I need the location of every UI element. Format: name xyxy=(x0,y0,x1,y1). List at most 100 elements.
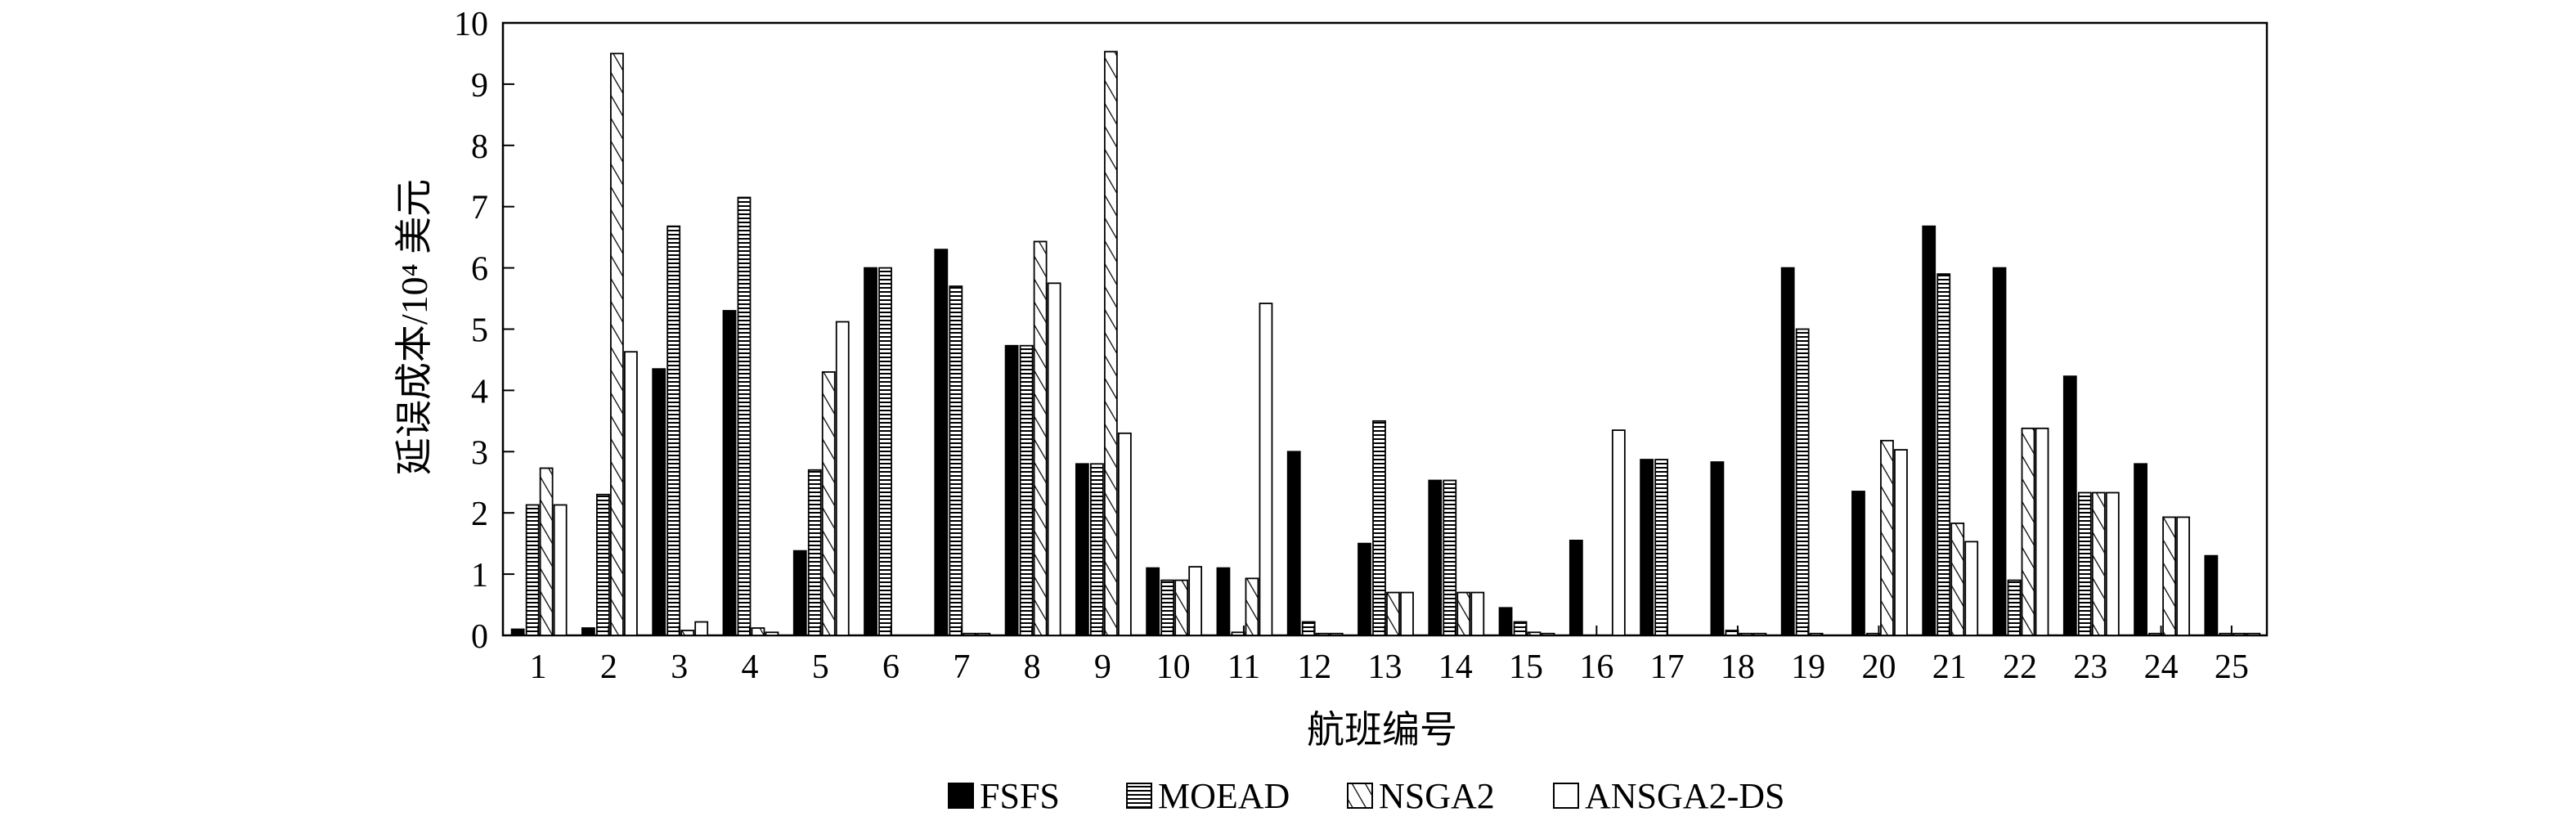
y-tick-label: 5 xyxy=(471,312,488,350)
bar-fsfs-20 xyxy=(1851,491,1865,636)
x-tick-label: 1 xyxy=(530,648,547,686)
y-tick-label: 1 xyxy=(471,557,488,594)
bar-nsga2-4 xyxy=(751,627,765,636)
bar-moead-25 xyxy=(2219,632,2233,636)
bar-ansga2-ds-11 xyxy=(1259,303,1273,636)
y-tick-label: 7 xyxy=(471,190,488,227)
bar-ansga2-ds-15 xyxy=(1541,632,1555,636)
x-tick-label: 5 xyxy=(812,648,829,686)
bar-fsfs-7 xyxy=(934,249,949,636)
bar-ansga2-ds-22 xyxy=(2035,427,2049,636)
bar-moead-11 xyxy=(1231,631,1245,636)
bar-ansga2-ds-14 xyxy=(1470,591,1485,636)
legend-label-nsga2: NSGA2 xyxy=(1379,776,1495,816)
bar-fsfs-12 xyxy=(1286,451,1301,636)
x-tick-label: 12 xyxy=(1297,648,1331,686)
bar-moead-1 xyxy=(525,504,540,636)
x-tick-label: 21 xyxy=(1932,648,1967,686)
x-tick-label: 20 xyxy=(1861,648,1896,686)
x-tick-label: 2 xyxy=(600,648,617,686)
bar-ansga2-ds-5 xyxy=(835,321,850,636)
x-tick-label: 8 xyxy=(1024,648,1041,686)
bar-moead-22 xyxy=(2007,579,2022,636)
bar-ansga2-ds-1 xyxy=(553,504,568,636)
bar-moead-23 xyxy=(2077,491,2092,636)
x-tick-label: 10 xyxy=(1156,648,1191,686)
bar-fsfs-16 xyxy=(1568,540,1583,636)
bar-moead-12 xyxy=(1301,621,1316,636)
y-tick-label: 6 xyxy=(471,251,488,289)
bar-ansga2-ds-9 xyxy=(1117,432,1132,636)
bar-ansga2-ds-25 xyxy=(2246,632,2261,636)
bar-fsfs-3 xyxy=(652,368,666,636)
bar-nsga2-15 xyxy=(1527,631,1542,636)
bar-ansga2-ds-18 xyxy=(1752,632,1767,636)
bar-nsga2-7 xyxy=(963,632,977,636)
x-tick-label: 16 xyxy=(1579,648,1613,686)
x-tick-label: 3 xyxy=(671,648,688,686)
bar-moead-10 xyxy=(1160,579,1175,636)
bar-nsga2-23 xyxy=(2091,491,2106,636)
bar-ansga2-ds-16 xyxy=(1611,429,1626,636)
bar-fsfs-13 xyxy=(1358,542,1371,636)
bars-group xyxy=(510,51,2261,636)
x-tick-label: 4 xyxy=(741,648,758,686)
bar-nsga2-25 xyxy=(2233,632,2247,636)
y-tick-label: 3 xyxy=(471,434,488,472)
bar-moead-9 xyxy=(1089,463,1104,636)
x-tick-label: 25 xyxy=(2215,648,2249,686)
legend-label-ansga2-ds: ANSGA2-DS xyxy=(1585,776,1784,816)
bar-fsfs-1 xyxy=(510,628,525,636)
bar-nsga2-18 xyxy=(1739,632,1753,636)
bar-nsga2-3 xyxy=(680,630,695,636)
bar-fsfs-4 xyxy=(722,310,737,636)
bar-moead-13 xyxy=(1372,420,1386,636)
bar-fsfs-17 xyxy=(1640,459,1654,636)
bar-moead-5 xyxy=(807,469,822,636)
y-tick-label: 10 xyxy=(454,6,488,43)
bar-nsga2-19 xyxy=(1809,632,1824,636)
bar-moead-8 xyxy=(1019,344,1034,636)
x-tick-label: 7 xyxy=(953,648,970,686)
bar-nsga2-8 xyxy=(1033,240,1048,636)
legend-label-moead: MOEAD xyxy=(1158,776,1290,816)
y-tick-label: 2 xyxy=(471,496,488,533)
bar-nsga2-11 xyxy=(1245,577,1259,636)
bar-fsfs-15 xyxy=(1498,607,1513,636)
bar-moead-2 xyxy=(596,493,610,636)
x-tick-label: 15 xyxy=(1509,648,1543,686)
bar-fsfs-18 xyxy=(1710,461,1725,636)
bar-moead-21 xyxy=(1936,273,1951,636)
x-tick-label: 6 xyxy=(882,648,900,686)
x-tick-label: 23 xyxy=(2073,648,2107,686)
x-tick-label: 22 xyxy=(2003,648,2037,686)
bar-fsfs-22 xyxy=(1992,267,2007,636)
bar-ansga2-ds-7 xyxy=(976,632,991,636)
bar-ansga2-ds-3 xyxy=(694,621,709,636)
legend-swatch-moead xyxy=(1126,783,1152,809)
bar-fsfs-6 xyxy=(864,267,877,636)
bar-nsga2-1 xyxy=(539,467,554,636)
bar-nsga2-21 xyxy=(1950,523,1965,636)
y-tick-label: 9 xyxy=(471,67,488,105)
bar-moead-7 xyxy=(949,285,963,636)
bar-moead-3 xyxy=(666,225,681,636)
bar-nsga2-22 xyxy=(2021,427,2035,636)
x-tick-label: 14 xyxy=(1438,648,1473,686)
bar-moead-24 xyxy=(2148,632,2162,636)
legend: FSFS MOEAD NSGA2 ANSGA2-DS xyxy=(948,776,1784,816)
x-tick-label: 17 xyxy=(1650,648,1685,686)
bar-fsfs-14 xyxy=(1428,479,1443,636)
bar-fsfs-5 xyxy=(792,550,807,636)
x-axis-title: 航班编号 xyxy=(1307,709,1457,751)
bar-nsga2-20 xyxy=(1880,439,1894,636)
bar-moead-14 xyxy=(1443,479,1457,636)
bar-ansga2-ds-10 xyxy=(1188,566,1203,636)
bar-nsga2-12 xyxy=(1315,632,1330,636)
bar-fsfs-2 xyxy=(581,627,595,636)
bar-moead-18 xyxy=(1725,630,1739,636)
bar-nsga2-14 xyxy=(1456,591,1471,636)
bar-fsfs-8 xyxy=(1004,344,1019,636)
